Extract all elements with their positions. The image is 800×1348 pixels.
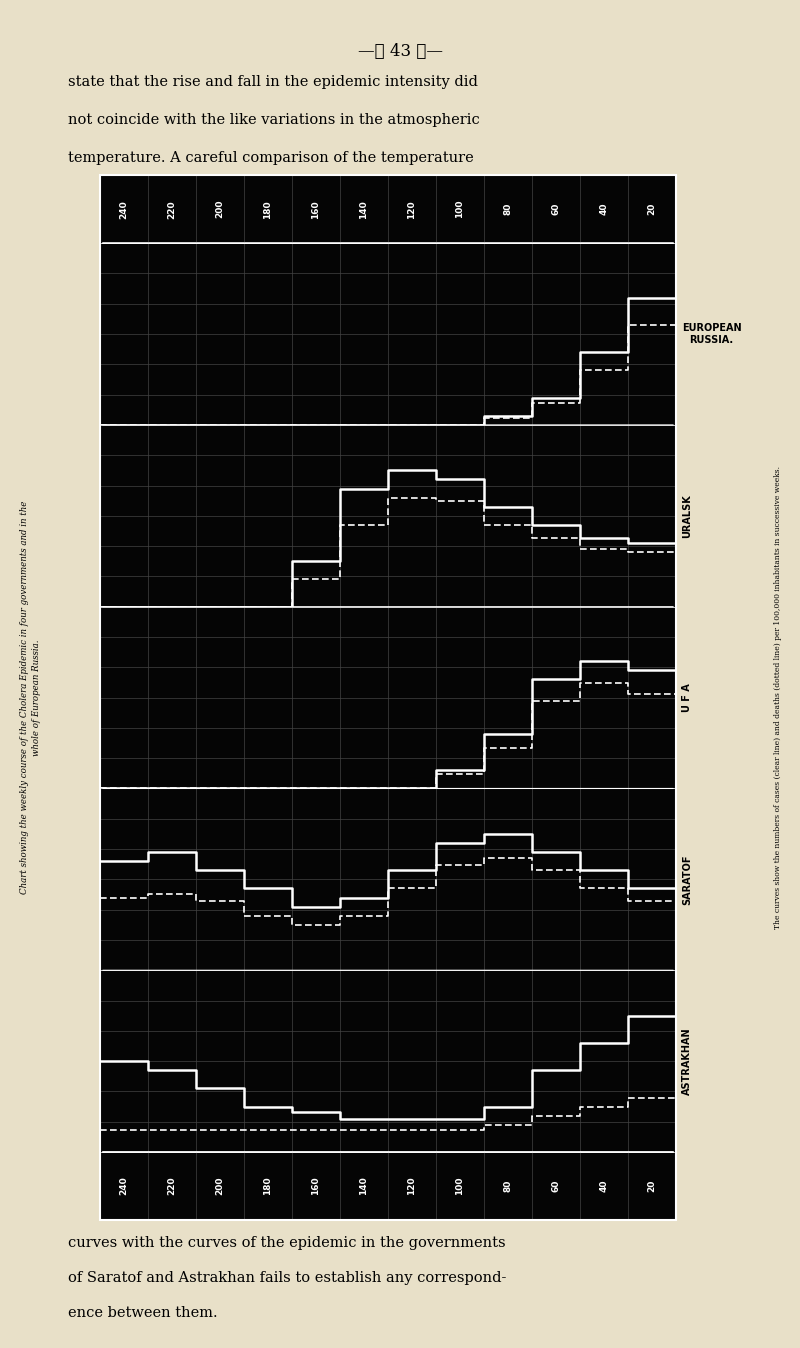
Text: EUROPEAN
RUSSIA.: EUROPEAN RUSSIA. — [682, 324, 742, 345]
Text: Chart showing the weekly course of the Cholera Epidemic in four governments and : Chart showing the weekly course of the C… — [20, 501, 41, 894]
Text: of Saratof and Astrakhan fails to establish any correspond-: of Saratof and Astrakhan fails to establ… — [68, 1271, 506, 1285]
Text: 100: 100 — [455, 1177, 465, 1196]
Text: ASTRAKHAN: ASTRAKHAN — [682, 1027, 692, 1095]
Text: U F A: U F A — [682, 683, 692, 712]
Text: temperature. A careful comparison of the temperature: temperature. A careful comparison of the… — [68, 151, 474, 164]
Text: 120: 120 — [407, 1177, 417, 1196]
Text: 160: 160 — [311, 1177, 321, 1196]
Text: curves with the curves of the epidemic in the governments: curves with the curves of the epidemic i… — [68, 1236, 506, 1250]
Text: 40: 40 — [599, 1180, 609, 1192]
Text: 240: 240 — [119, 200, 129, 218]
Text: SARATOF: SARATOF — [682, 855, 692, 905]
Text: 240: 240 — [119, 1177, 129, 1196]
Text: not coincide with the like variations in the atmospheric: not coincide with the like variations in… — [68, 113, 480, 127]
Text: 140: 140 — [359, 1177, 369, 1196]
Text: 220: 220 — [167, 1177, 177, 1196]
Text: The curves show the numbers of cases (clear line) and deaths (dotted line) per 1: The curves show the numbers of cases (cl… — [774, 466, 782, 929]
Text: URALSK: URALSK — [682, 493, 692, 538]
Text: ence between them.: ence between them. — [68, 1306, 218, 1320]
Text: 80: 80 — [503, 1180, 513, 1192]
Text: 100: 100 — [455, 200, 465, 218]
Text: 220: 220 — [167, 200, 177, 218]
Text: —✔ 43 ✔—: —✔ 43 ✔— — [358, 43, 442, 61]
Text: 20: 20 — [647, 204, 657, 216]
Text: 160: 160 — [311, 200, 321, 218]
Text: 120: 120 — [407, 200, 417, 218]
Text: 200: 200 — [215, 200, 225, 218]
Text: state that the rise and fall in the epidemic intensity did: state that the rise and fall in the epid… — [68, 75, 478, 89]
Text: 60: 60 — [551, 1180, 561, 1192]
Text: 40: 40 — [599, 204, 609, 216]
Text: 180: 180 — [263, 1177, 273, 1196]
Text: 140: 140 — [359, 200, 369, 218]
Text: 60: 60 — [551, 204, 561, 216]
Text: 80: 80 — [503, 204, 513, 216]
Text: 20: 20 — [647, 1180, 657, 1192]
Text: 180: 180 — [263, 200, 273, 218]
Text: 200: 200 — [215, 1177, 225, 1196]
